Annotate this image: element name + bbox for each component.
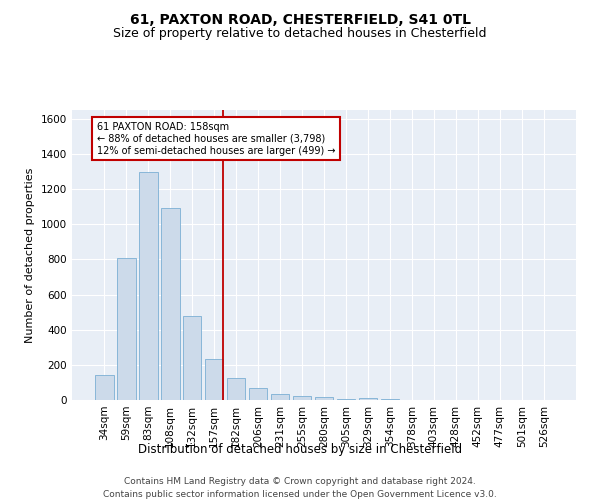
Bar	[205, 358, 223, 400]
Bar	[139, 172, 158, 400]
Bar	[359, 398, 377, 400]
Bar	[314, 398, 334, 400]
Text: Size of property relative to detached houses in Chesterfield: Size of property relative to detached ho…	[113, 28, 487, 40]
Bar	[95, 376, 113, 400]
Bar	[293, 396, 311, 400]
Bar	[227, 378, 245, 400]
Bar	[271, 394, 289, 400]
Text: Distribution of detached houses by size in Chesterfield: Distribution of detached houses by size …	[138, 442, 462, 456]
Bar	[183, 316, 202, 400]
Text: Contains HM Land Registry data © Crown copyright and database right 2024.: Contains HM Land Registry data © Crown c…	[124, 478, 476, 486]
Text: 61 PAXTON ROAD: 158sqm
← 88% of detached houses are smaller (3,798)
12% of semi-: 61 PAXTON ROAD: 158sqm ← 88% of detached…	[97, 122, 335, 156]
Y-axis label: Number of detached properties: Number of detached properties	[25, 168, 35, 342]
Text: 61, PAXTON ROAD, CHESTERFIELD, S41 0TL: 61, PAXTON ROAD, CHESTERFIELD, S41 0TL	[130, 12, 470, 26]
Bar	[249, 388, 268, 400]
Bar	[337, 398, 355, 400]
Bar	[117, 258, 136, 400]
Text: Contains public sector information licensed under the Open Government Licence v3: Contains public sector information licen…	[103, 490, 497, 499]
Bar	[161, 208, 179, 400]
